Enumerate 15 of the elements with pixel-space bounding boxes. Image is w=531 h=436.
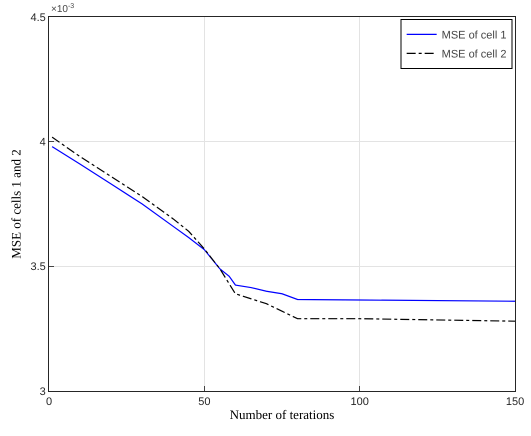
y-tick-label: 4 bbox=[40, 136, 46, 149]
y-tick-label: 3.5 bbox=[30, 261, 46, 274]
x-tick-label: 0 bbox=[46, 396, 52, 408]
x-tick-label: 100 bbox=[350, 396, 369, 408]
y-axis-title: MSE of cells 1 and 2 bbox=[8, 149, 24, 259]
x-tick-label: 50 bbox=[198, 396, 210, 408]
y-tick-label: 3 bbox=[40, 386, 46, 398]
legend-label: MSE of cell 1 bbox=[442, 30, 506, 42]
line-series bbox=[52, 146, 515, 302]
legend-label: MSE of cell 2 bbox=[442, 48, 506, 61]
x-axis-title: Number of terations bbox=[230, 406, 334, 422]
y-tick-label: 4.5 bbox=[30, 12, 46, 24]
x-tick-label: 150 bbox=[506, 396, 524, 408]
text: ×10$^{-3}$ bbox=[51, 3, 74, 16]
line-series bbox=[52, 136, 515, 322]
